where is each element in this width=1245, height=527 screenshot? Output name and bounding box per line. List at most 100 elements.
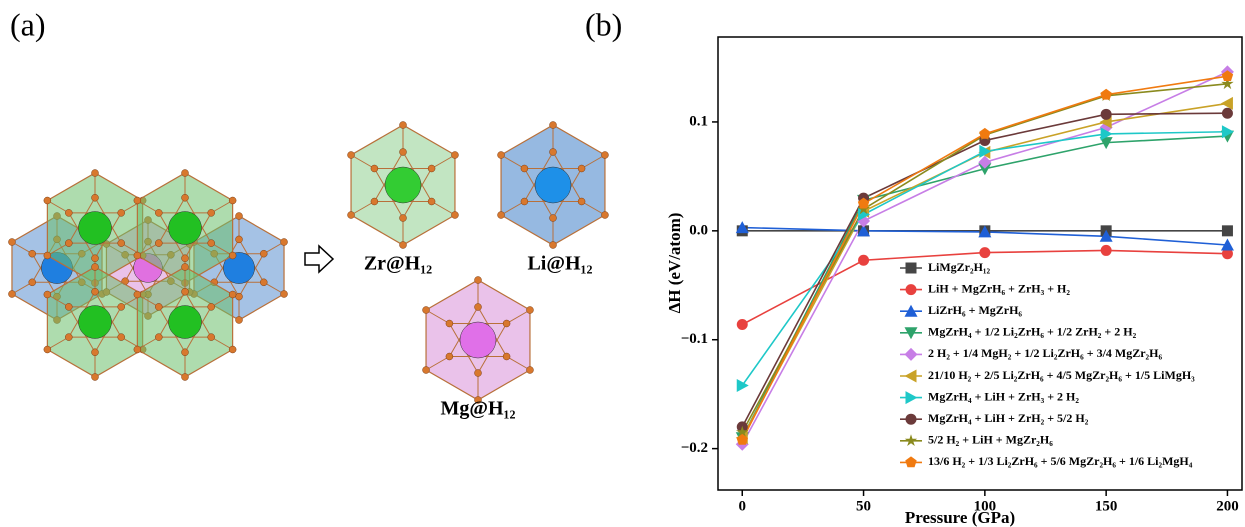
h-atom bbox=[182, 194, 189, 201]
y-tick-label: −0.2 bbox=[681, 440, 708, 456]
y-tick-label: 0.1 bbox=[689, 113, 708, 129]
arrow bbox=[305, 246, 333, 272]
h-atom bbox=[526, 307, 533, 314]
atom bbox=[79, 212, 112, 245]
y-tick-label: −0.1 bbox=[681, 331, 708, 347]
h-atom bbox=[601, 152, 608, 159]
h-atom bbox=[446, 320, 453, 327]
marker bbox=[1222, 108, 1233, 119]
x-tick-label: 0 bbox=[739, 498, 747, 514]
legend-marker bbox=[906, 414, 917, 425]
h-atom bbox=[92, 170, 99, 177]
x-tick-label: 200 bbox=[1216, 498, 1239, 514]
h-atom bbox=[498, 212, 505, 219]
h-atom bbox=[526, 367, 533, 374]
h-atom bbox=[348, 212, 355, 219]
y-axis-label: ΔH (eV/atom) bbox=[665, 213, 684, 314]
x-tick-label: 150 bbox=[1095, 498, 1118, 514]
legend-label: LiMgZr₂H₁₂ bbox=[928, 260, 991, 274]
legend-marker bbox=[905, 348, 918, 361]
h-atom bbox=[155, 209, 162, 216]
marker bbox=[1222, 225, 1233, 236]
h-atom bbox=[550, 215, 557, 222]
atom bbox=[535, 167, 571, 203]
atom bbox=[169, 212, 202, 245]
x-tick-label: 50 bbox=[856, 498, 871, 514]
h-atom bbox=[498, 152, 505, 159]
h-atom bbox=[65, 303, 72, 310]
h-atom bbox=[451, 212, 458, 219]
legend-label: 5/2 H₂ + LiH + MgZr₂H₆ bbox=[928, 433, 1053, 447]
structure-label: Li@H₁₂ bbox=[527, 253, 592, 275]
h-atom bbox=[423, 307, 430, 314]
h-atom bbox=[423, 367, 430, 374]
h-atom bbox=[550, 149, 557, 156]
h-atom bbox=[92, 349, 99, 356]
legend-label: 2 H₂ + 1/4 MgH₂ + 1/2 Li₂ZrH₆ + 3/4 MgZr… bbox=[928, 346, 1162, 360]
h-atom bbox=[182, 374, 189, 381]
h-atom bbox=[236, 236, 243, 243]
h-atom bbox=[182, 349, 189, 356]
h-atom bbox=[229, 291, 236, 298]
h-atom bbox=[578, 165, 585, 172]
h-atom bbox=[29, 250, 36, 257]
legend-marker bbox=[906, 284, 917, 295]
h-atom bbox=[92, 374, 99, 381]
h-atom bbox=[208, 240, 215, 247]
h-atom bbox=[44, 291, 51, 298]
h-atom bbox=[8, 291, 15, 298]
h-atom bbox=[578, 198, 585, 205]
h-atom bbox=[44, 252, 51, 259]
h-atom bbox=[446, 353, 453, 360]
h-atom bbox=[371, 165, 378, 172]
h-atom bbox=[92, 288, 99, 295]
h-atom bbox=[451, 152, 458, 159]
legend-marker bbox=[905, 456, 916, 467]
h-atom bbox=[182, 255, 189, 262]
h-atom bbox=[8, 239, 15, 246]
legend-marker bbox=[906, 263, 917, 274]
h-atom bbox=[400, 242, 407, 249]
h-atom bbox=[503, 320, 510, 327]
h-atom bbox=[92, 264, 99, 271]
h-atom bbox=[65, 209, 72, 216]
h-atom bbox=[236, 213, 243, 220]
legend-label: 13/6 H₂ + 1/3 Li₂ZrH₆ + 5/6 MgZr₂H₆ + 1/… bbox=[928, 454, 1193, 468]
legend-marker bbox=[905, 370, 917, 383]
h-atom bbox=[550, 242, 557, 249]
x-axis-label: Pressure (GPa) bbox=[905, 508, 1015, 527]
legend-label: MgZrH₄ + 1/2 Li₂ZrH₆ + 1/2 ZrH₂ + 2 H₂ bbox=[928, 325, 1137, 339]
h-atom bbox=[229, 252, 236, 259]
h-atom bbox=[400, 149, 407, 156]
atom bbox=[169, 306, 202, 339]
h-atom bbox=[44, 197, 51, 204]
h-atom bbox=[236, 293, 243, 300]
h-atom bbox=[428, 198, 435, 205]
h-atom bbox=[118, 240, 125, 247]
y-tick-label: 0.0 bbox=[689, 222, 708, 238]
legend-label: LiH + MgZrH₆ + ZrH₃ + H₂ bbox=[928, 281, 1070, 295]
marker bbox=[1100, 89, 1111, 100]
legend-label: MgZrH₄ + LiH + ZrH₃ + 2 H₂ bbox=[928, 389, 1079, 403]
h-atom bbox=[44, 346, 51, 353]
marker bbox=[979, 247, 990, 258]
marker bbox=[737, 379, 749, 392]
atom bbox=[79, 306, 112, 339]
h-atom bbox=[521, 198, 528, 205]
h-atom bbox=[503, 353, 510, 360]
h-atom bbox=[155, 303, 162, 310]
h-atom bbox=[400, 215, 407, 222]
structure-label: Mg@H₁₂ bbox=[440, 398, 515, 420]
h-atom bbox=[229, 346, 236, 353]
h-atom bbox=[182, 170, 189, 177]
h-atom bbox=[65, 334, 72, 341]
panel-label: (b) bbox=[585, 6, 622, 42]
h-atom bbox=[92, 255, 99, 262]
h-atom bbox=[155, 334, 162, 341]
h-atom bbox=[428, 165, 435, 172]
h-atom bbox=[521, 165, 528, 172]
h-atom bbox=[65, 240, 72, 247]
marker bbox=[858, 255, 869, 266]
h-atom bbox=[208, 303, 215, 310]
marker bbox=[979, 128, 990, 139]
